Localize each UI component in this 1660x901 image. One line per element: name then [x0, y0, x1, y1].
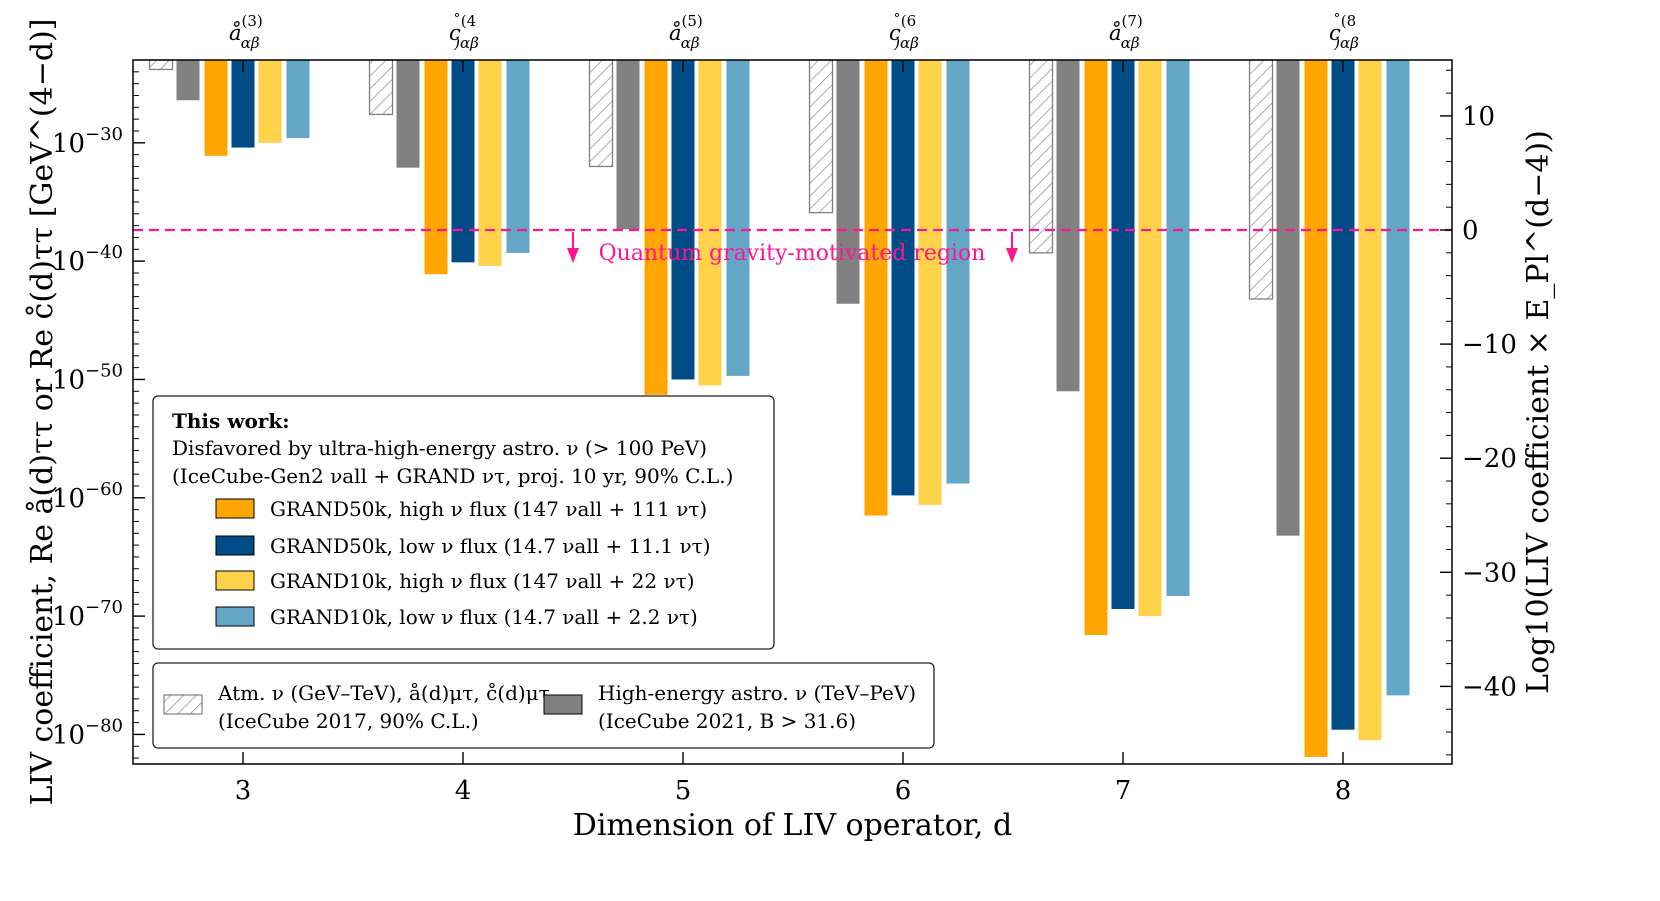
legend2-he-line2: (IceCube 2021, B > 31.6)	[598, 709, 856, 733]
plot-frame	[132, 59, 1453, 765]
bar-g10k-low-d3	[286, 60, 310, 139]
legend-swatch-3	[215, 606, 255, 627]
x-tick-label: 4	[455, 776, 472, 806]
bar-he-d6	[836, 60, 860, 304]
x-axis-label: Dimension of LIV operator, d	[573, 808, 1012, 843]
arrow-head-0	[567, 248, 579, 264]
bar-atm-d8	[1248, 59, 1274, 300]
bar-g10k-high-d3	[258, 60, 282, 143]
left-tick-label: 10−30	[52, 124, 123, 159]
reference-label: Quantum gravity-motivated region	[599, 241, 986, 266]
y-axis-label-right: Log10(LIV coefficient × E_Pl^(d−4))	[1521, 130, 1556, 694]
arrow-head-1	[1006, 248, 1018, 264]
x-tick-label: 7	[1115, 776, 1132, 806]
legend-swatch-2	[215, 570, 255, 591]
bar-he-d4	[396, 60, 420, 168]
x-tick-label: 3	[235, 776, 252, 806]
y-axis-label-left: LIV coefficient, Re å(d)ττ or Re c̊(d)ττ…	[25, 19, 60, 806]
legend-swatch-0	[215, 498, 255, 519]
left-tick-label: 10−50	[52, 360, 123, 395]
legend2-atm-line1: Atm. ν (GeV–TeV), å(d)μτ, c̊(d)μτ	[217, 681, 550, 705]
right-tick-label: 0	[1462, 216, 1479, 246]
legend-swatch-1	[215, 535, 255, 556]
bar-g50k-low-d5	[671, 60, 695, 380]
bar-g10k-low-d5	[726, 60, 750, 376]
top-category-label: å(3) αβ	[229, 12, 263, 52]
left-tick-label: 10−70	[52, 597, 123, 632]
legend2-he-line1: High-energy astro. ν (TeV–PeV)	[598, 681, 916, 705]
bar-atm-d5	[588, 59, 614, 168]
bar-g50k-low-d3	[231, 60, 255, 148]
bar-he-d8	[1276, 60, 1300, 536]
top-category-label: c̊(4)αβ	[449, 12, 479, 52]
quantum-gravity-reference: Quantum gravity-motivated region	[133, 228, 1452, 266]
bars-group	[148, 59, 1410, 757]
bar-g10k-high-d7	[1138, 60, 1162, 617]
bar-he-d7	[1056, 60, 1080, 392]
left-tick-label: 10−80	[52, 715, 123, 750]
right-tick-label: −30	[1462, 558, 1517, 588]
bar-atm-d4	[368, 59, 394, 116]
bar-atm-d7	[1028, 59, 1054, 254]
legend-header: This work:	[172, 409, 290, 433]
right-tick-label: −10	[1462, 330, 1517, 360]
legend-entry-0: GRAND50k, high ν flux (147 νall + 111 ντ…	[270, 497, 707, 521]
top-category-label: c̊(8)αβ	[1329, 12, 1359, 52]
bar-g10k-low-d4	[506, 60, 530, 253]
bar-atm-d3	[148, 59, 174, 71]
legend-entry-2: GRAND10k, high ν flux (147 νall + 22 ντ)	[270, 569, 695, 593]
top-category-label: c̊(6)αβ	[889, 12, 919, 52]
bar-g10k-low-d7	[1166, 60, 1190, 596]
bar-g50k-high-d6	[864, 60, 888, 516]
left-tick-label: 10−60	[52, 479, 123, 514]
x-tick-label: 6	[895, 776, 912, 806]
bar-g50k-low-d6	[891, 60, 915, 496]
bar-g50k-high-d5	[644, 60, 668, 395]
bar-g10k-high-d8	[1358, 60, 1382, 741]
bar-g10k-low-d6	[946, 60, 970, 484]
bar-g10k-high-d4	[478, 60, 502, 266]
legend-entry-3: GRAND10k, low ν flux (14.7 νall + 2.2 ντ…	[270, 605, 698, 629]
bar-atm-d6	[808, 59, 834, 214]
top-category-label: å(5) αβ	[669, 12, 703, 52]
x-tick-label: 8	[1335, 776, 1352, 806]
bar-g50k-high-d3	[204, 60, 228, 156]
bar-g10k-high-d5	[698, 60, 722, 386]
right-tick-label: 10	[1462, 102, 1495, 132]
legend2-atm-line2: (IceCube 2017, 90% C.L.)	[218, 709, 479, 733]
legend2-he-swatch	[543, 694, 583, 715]
left-tick-label: 10−40	[52, 242, 123, 277]
bar-he-d3	[176, 60, 200, 101]
bar-g10k-low-d8	[1386, 60, 1410, 696]
bar-g50k-low-d8	[1331, 60, 1355, 730]
bar-g50k-low-d7	[1111, 60, 1135, 610]
top-category-label: å(7) αβ	[1109, 12, 1143, 52]
x-tick-label: 5	[675, 776, 692, 806]
legend-this-work: This work: Disfavored by ultra-high-energ…	[152, 395, 775, 650]
bar-g50k-high-d7	[1084, 60, 1108, 636]
axes-group: 10−30 10−40 10−50 10−60 10−70 10−80 10 0 −10 −20 −…	[25, 12, 1556, 843]
legend2-atm-swatch	[163, 694, 203, 715]
legend-box	[152, 395, 775, 650]
right-tick-label: −20	[1462, 444, 1517, 474]
right-tick-label: −40	[1462, 672, 1517, 702]
bar-g50k-low-d4	[451, 60, 475, 263]
legend-line1: Disfavored by ultra-high-energy astro. ν…	[172, 436, 707, 460]
legend-entry-1: GRAND50k, low ν flux (14.7 νall + 11.1 ν…	[270, 534, 711, 558]
bar-g50k-high-d4	[424, 60, 448, 275]
legend-existing-limits: Atm. ν (GeV–TeV), å(d)μτ, c̊(d)μτ (IceCub…	[152, 662, 935, 749]
legend-line2: (IceCube-Gen2 νall + GRAND ντ, proj. 10 …	[172, 464, 733, 488]
bar-g50k-high-d8	[1304, 60, 1328, 757]
bar-g10k-high-d6	[918, 60, 942, 505]
bar-he-d5	[616, 60, 640, 230]
